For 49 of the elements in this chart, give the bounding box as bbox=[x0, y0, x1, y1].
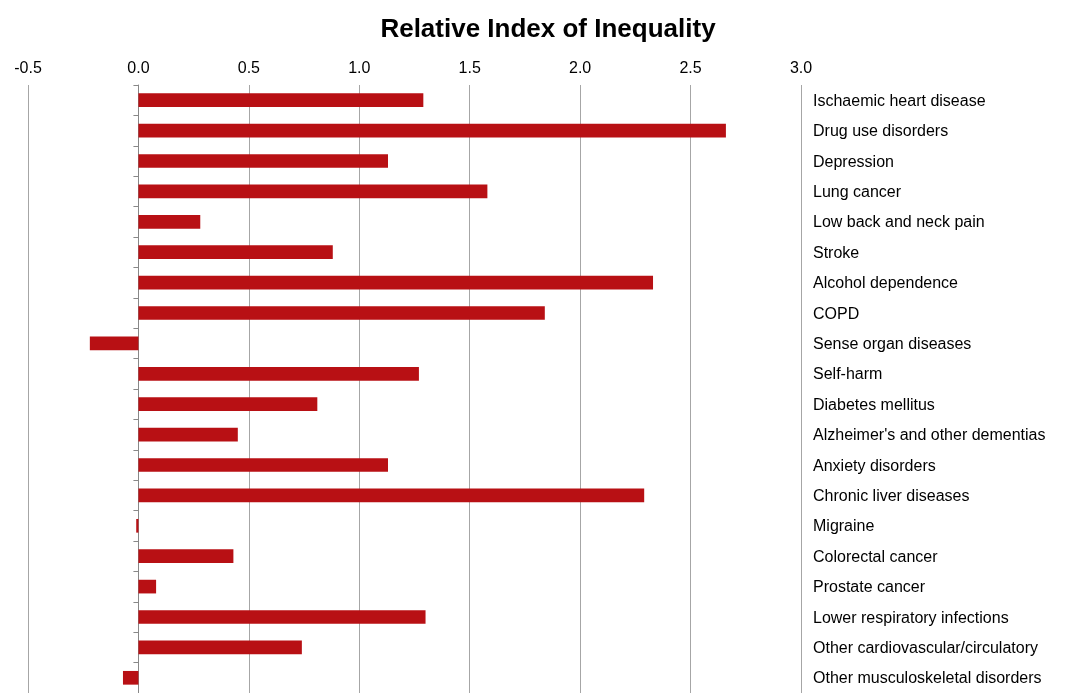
y-tick-label: Migraine bbox=[813, 517, 875, 535]
bar bbox=[138, 640, 302, 655]
y-tick-label: Other cardiovascular/circulatory bbox=[813, 638, 1038, 656]
bar bbox=[138, 154, 388, 168]
chart-title: Relative Index of Inequality bbox=[380, 13, 717, 43]
y-tick-label: Diabetes mellitus bbox=[813, 395, 935, 413]
bar bbox=[138, 214, 201, 229]
y-tick-label: Chronic liver diseases bbox=[813, 486, 970, 504]
bar bbox=[138, 245, 333, 260]
y-tick-label: Stroke bbox=[813, 243, 860, 261]
y-tick-label: COPD bbox=[813, 304, 860, 322]
y-tick-label: Drug use disorders bbox=[813, 122, 949, 140]
bar bbox=[138, 458, 388, 472]
y-tick-label: Ischaemic heart disease bbox=[813, 91, 986, 109]
y-tick-label: Lower respiratory infections bbox=[813, 608, 1009, 626]
y-tick-label: Depression bbox=[813, 152, 894, 170]
y-tick-label: Prostate cancer bbox=[813, 578, 926, 596]
y-tick-label: Sense organ diseases bbox=[813, 334, 972, 352]
bar bbox=[138, 427, 238, 442]
x-tick-label: 0.0 bbox=[127, 58, 150, 76]
y-tick-label: Lung cancer bbox=[813, 182, 902, 200]
bar bbox=[138, 123, 726, 138]
y-tick-label: Colorectal cancer bbox=[813, 547, 939, 565]
bar bbox=[138, 488, 645, 503]
x-tick-label: 1.0 bbox=[348, 58, 371, 76]
x-tick-label: 2.0 bbox=[569, 58, 592, 76]
bar bbox=[122, 670, 139, 685]
bar bbox=[138, 579, 157, 594]
x-tick-label: 3.0 bbox=[789, 58, 813, 76]
y-tick-label: Anxiety disorders bbox=[813, 456, 936, 474]
x-tick-label: -0.5 bbox=[14, 58, 42, 76]
x-tick-label: 0.5 bbox=[237, 58, 261, 76]
bar bbox=[138, 93, 424, 108]
x-tick-label: 2.5 bbox=[679, 58, 702, 76]
bar bbox=[138, 549, 234, 564]
y-tick-label: Alcohol dependence bbox=[813, 274, 959, 292]
bar bbox=[138, 397, 318, 412]
bar bbox=[138, 184, 488, 199]
bar bbox=[138, 366, 419, 381]
y-tick-label: Self-harm bbox=[813, 365, 883, 383]
y-tick-label: Alzheimer's and other dementias bbox=[813, 426, 1046, 444]
bar bbox=[89, 336, 139, 351]
bar bbox=[138, 275, 654, 290]
bar bbox=[138, 306, 545, 320]
bar bbox=[136, 518, 139, 533]
y-tick-label: Other musculoskeletal disorders bbox=[813, 669, 1042, 687]
bar bbox=[138, 610, 426, 624]
y-tick-label: Low back and neck pain bbox=[813, 213, 985, 231]
x-tick-label: 1.5 bbox=[458, 58, 481, 76]
